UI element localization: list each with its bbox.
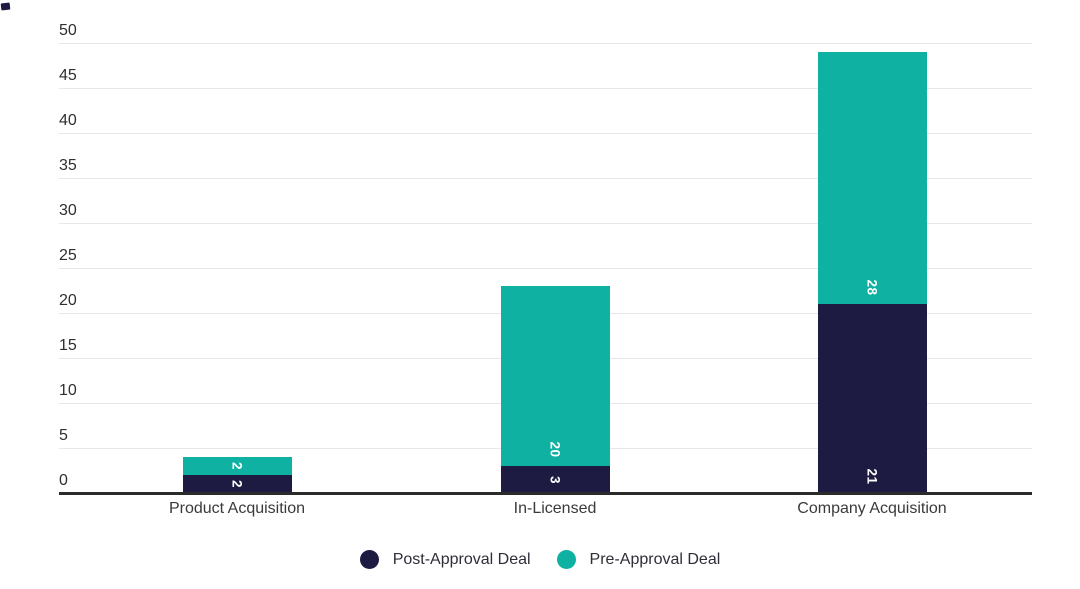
y-axis-tick-label: 20 <box>59 292 77 309</box>
y-axis-tick-label: 25 <box>59 247 77 264</box>
category-label-product-acquisition: Product Acquisition <box>168 500 306 517</box>
bar-segment-pre-approval-deal[interactable]: 20 <box>500 286 610 466</box>
y-axis-tick-label: 40 <box>59 112 77 129</box>
gridline-y-50 <box>59 43 1032 44</box>
bar-company-acquisition[interactable]: 21 28 <box>817 52 927 493</box>
legend-label: Post-Approval Deal <box>392 550 531 568</box>
gridline-y-25 <box>59 268 1032 269</box>
bar-segment-pre-approval-deal[interactable]: 2 <box>182 457 292 475</box>
y-axis-tick-label: 50 <box>59 22 77 39</box>
bar-segment-post-approval-deal[interactable]: 21 <box>817 304 927 493</box>
y-axis-tick-label: 10 <box>59 382 77 399</box>
gridline-y-40 <box>59 133 1032 134</box>
gridline-y-30 <box>59 223 1032 224</box>
y-axis-tick-label: 45 <box>59 67 77 84</box>
gridline-y-35 <box>59 178 1032 179</box>
category-label-company-acquisition: Company Acquisition <box>797 500 947 517</box>
bar-segment-post-approval-deal[interactable]: 2 <box>182 475 292 493</box>
x-axis-line <box>59 491 1032 495</box>
legend-item-pre-approval-deal[interactable]: Pre-Approval Deal <box>556 550 721 569</box>
y-axis-tick-label: 0 <box>59 472 68 489</box>
value-label: 28 <box>864 279 880 296</box>
bar-segment-post-approval-deal[interactable]: 3 <box>500 466 610 493</box>
corner-mark-artifact <box>0 2 11 11</box>
legend-item-post-approval-deal[interactable]: Post-Approval Deal <box>359 550 531 569</box>
gridline-y-45 <box>59 88 1032 89</box>
bar-in-licensed[interactable]: 3 20 <box>500 286 610 493</box>
value-label: 20 <box>547 441 563 458</box>
value-label: 21 <box>864 468 880 485</box>
value-label: 2 <box>229 461 245 471</box>
legend-label: Pre-Approval Deal <box>589 550 721 568</box>
legend-dot-icon <box>359 550 379 569</box>
bar-segment-pre-approval-deal[interactable]: 28 <box>817 52 927 304</box>
y-axis-tick-label: 30 <box>59 202 77 219</box>
legend-dot-icon <box>556 550 576 569</box>
legend: Post-Approval Deal Pre-Approval Deal <box>0 550 1080 569</box>
category-label-in-licensed: In-Licensed <box>513 500 597 517</box>
value-label: 3 <box>547 475 563 484</box>
value-label: 2 <box>229 479 245 489</box>
y-axis-tick-label: 35 <box>59 157 77 174</box>
y-axis-tick-label: 15 <box>59 337 77 354</box>
y-axis-tick-label: 5 <box>59 427 68 444</box>
